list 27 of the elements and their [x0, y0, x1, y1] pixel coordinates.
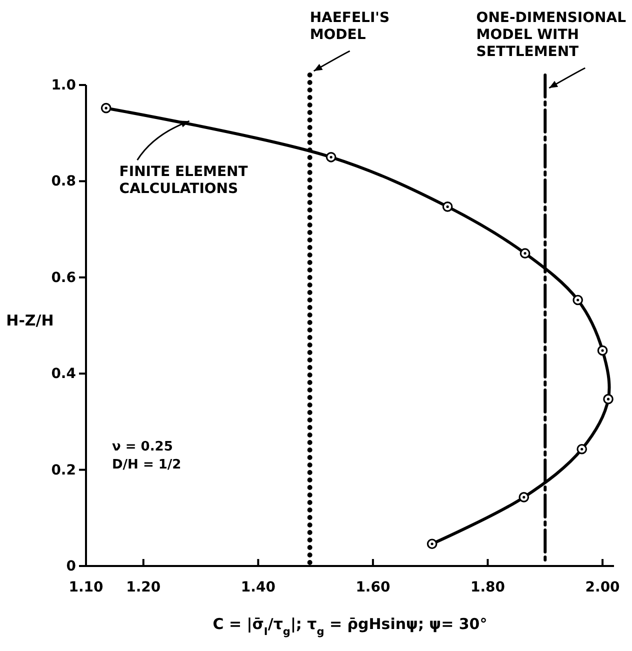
- annotation: FINITE ELEMENT CALCULATIONS: [119, 164, 248, 198]
- y-tick-label: 0.4: [51, 366, 76, 382]
- y-tick-label: 0: [66, 558, 76, 574]
- point: [100, 102, 112, 114]
- x-tick-label: 1.10: [68, 579, 104, 596]
- y-tick-label: 0.6: [51, 270, 76, 286]
- x-tick-label: 1.20: [126, 579, 161, 596]
- ref-line-label: HAEFELI'S MODEL: [310, 10, 390, 43]
- point: [520, 248, 530, 259]
- point: [576, 444, 588, 454]
- x-axis-title: C = |σ̄$_{I}$/τ$_{g}$|; τ$_{g}$ = ρ̄gHsinψ; ψ= 30°: [212, 615, 488, 638]
- x-tick-label: 1.80: [470, 579, 506, 596]
- y-tick-label: 1.0: [51, 77, 76, 94]
- x-tick-label: 1.60: [356, 579, 390, 596]
- point: [442, 202, 453, 212]
- y-axis-title: H-Z/H: [6, 312, 54, 330]
- annotation: D/H = 1/2: [112, 458, 182, 473]
- annotation: ν = 0.25: [112, 440, 173, 455]
- y-tick-label: 0.2: [51, 462, 76, 478]
- point: [326, 152, 336, 162]
- x-tick-label: 2.00: [585, 579, 620, 596]
- point: [572, 294, 584, 306]
- point: [426, 538, 438, 550]
- y-tick-label: 0.8: [51, 174, 76, 190]
- x-tick-label: 1.40: [240, 579, 276, 596]
- point: [597, 345, 608, 356]
- ref-line-label: ONE-DIMENSIONAL MODEL WITH SETTLEMENT: [476, 10, 626, 60]
